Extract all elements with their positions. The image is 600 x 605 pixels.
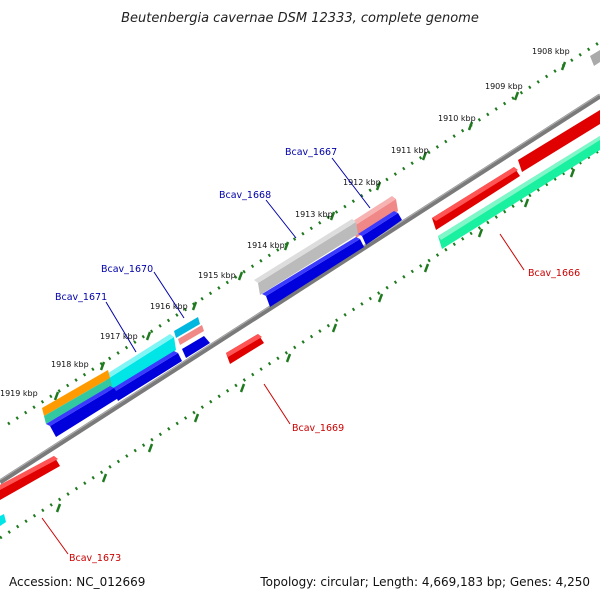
feature-Bcav_1670-transcript[interactable] bbox=[178, 325, 204, 345]
upper-major-ticks bbox=[53, 61, 567, 401]
feature-Bcav_1671-cds[interactable] bbox=[114, 353, 182, 401]
tick-label-1916: 1916 kbp bbox=[150, 302, 188, 311]
feature-Bcav_1668-gene[interactable] bbox=[258, 222, 358, 295]
tick-label-1913: 1913 kbp bbox=[295, 210, 333, 219]
gene-label-Bcav_1666[interactable]: Bcav_1666 bbox=[528, 268, 580, 279]
genome-title: Beutenbergia cavernae DSM 12333, complet… bbox=[121, 11, 479, 26]
gene-label-Bcav_1671[interactable]: Bcav_1671 bbox=[55, 292, 107, 303]
gene-label-Bcav_1668[interactable]: Bcav_1668 bbox=[219, 190, 271, 201]
tick-label-1917: 1917 kbp bbox=[100, 332, 138, 341]
feature-Bcav_1667-cds[interactable] bbox=[362, 213, 402, 245]
tick-label-1910: 1910 kbp bbox=[438, 114, 476, 123]
topology-text: Topology: circular; Length: 4,669,183 bp… bbox=[259, 575, 590, 589]
feature-Bcav_1670-cds[interactable] bbox=[182, 336, 210, 358]
feature-Bcav_1670-gene[interactable] bbox=[174, 317, 200, 338]
tick-label-1915: 1915 kbp bbox=[198, 271, 236, 280]
tick-label-1918: 1918 kbp bbox=[51, 360, 89, 369]
gene-label-Bcav_1669[interactable]: Bcav_1669 bbox=[292, 423, 344, 434]
upper-tick-track bbox=[7, 40, 600, 426]
sequence-backbone bbox=[0, 93, 600, 485]
feature-gray-far-right[interactable] bbox=[590, 50, 600, 66]
gene-label-Bcav_1667[interactable]: Bcav_1667 bbox=[285, 147, 337, 158]
feature-Bcav_1666-gene[interactable] bbox=[432, 167, 520, 230]
feature-Bcav_1671-gene[interactable] bbox=[106, 337, 176, 393]
feature-cyan-bottom-left[interactable] bbox=[0, 514, 6, 526]
tick-label-1919: 1919 kbp bbox=[0, 389, 38, 398]
accession-text: Accession: NC_012669 bbox=[9, 575, 145, 589]
feature-Bcav_1673-gene[interactable] bbox=[0, 456, 60, 500]
tick-label-1914: 1914 kbp bbox=[247, 241, 285, 250]
feature-teal-left[interactable] bbox=[44, 378, 112, 424]
label-leader-lines bbox=[41, 157, 525, 555]
gene-label-Bcav_1673[interactable]: Bcav_1673 bbox=[69, 553, 121, 564]
gene-label-Bcav_1670[interactable]: Bcav_1670 bbox=[101, 264, 153, 275]
lower-tick-track bbox=[0, 148, 600, 540]
feature-Bcav_1667-transcript[interactable] bbox=[354, 199, 398, 238]
feature-Bcav_1666-gene-cont[interactable] bbox=[518, 110, 600, 172]
feature-orange-left[interactable] bbox=[42, 370, 110, 416]
tick-label-1909: 1909 kbp bbox=[485, 82, 523, 91]
feature-Bcav_1669-gene[interactable] bbox=[226, 334, 264, 364]
tick-label-1911: 1911 kbp bbox=[391, 146, 429, 155]
lower-major-ticks bbox=[55, 168, 576, 513]
tick-labels: 1908 kbp 1909 kbp 1910 kbp 1911 kbp 1912… bbox=[0, 47, 570, 398]
tick-label-1912: 1912 kbp bbox=[343, 178, 381, 187]
feature-Bcav_1668-cds[interactable] bbox=[266, 239, 364, 307]
tick-label-1908: 1908 kbp bbox=[532, 47, 570, 56]
feature-blue-left[interactable] bbox=[50, 388, 120, 437]
